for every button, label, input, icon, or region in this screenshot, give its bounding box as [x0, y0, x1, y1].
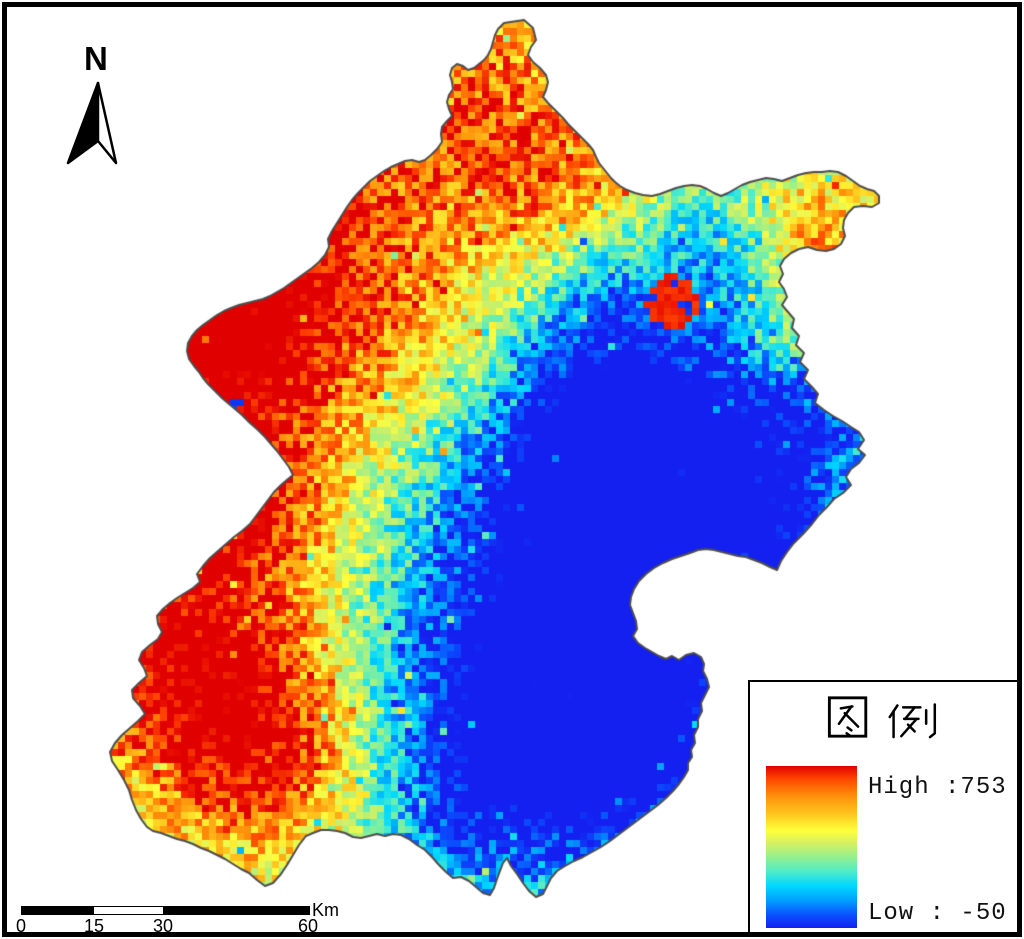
legend-title	[827, 696, 936, 739]
scale-bar-segment-black-1	[22, 907, 94, 914]
scale-bar-segment-white	[94, 907, 163, 914]
scale-bar-unit: Km	[312, 900, 339, 920]
legend-panel: High :753 Low : -50	[748, 680, 1019, 934]
scale-bar-segment-black-2	[163, 907, 307, 914]
north-label: N	[84, 40, 108, 77]
legend-low-label: Low : -50	[868, 900, 1007, 927]
north-arrow-icon	[66, 81, 118, 165]
scale-tick-30: 30	[152, 916, 174, 936]
legend-high-label: High :753	[868, 774, 1007, 801]
scale-tick-60: 60	[297, 916, 319, 936]
scale-bar: Km 0 15 30 60	[15, 900, 358, 938]
scale-bar-segments	[21, 906, 310, 915]
legend-color-ramp	[766, 766, 857, 928]
scale-tick-15: 15	[83, 916, 105, 936]
scale-tick-0: 0	[15, 916, 27, 936]
